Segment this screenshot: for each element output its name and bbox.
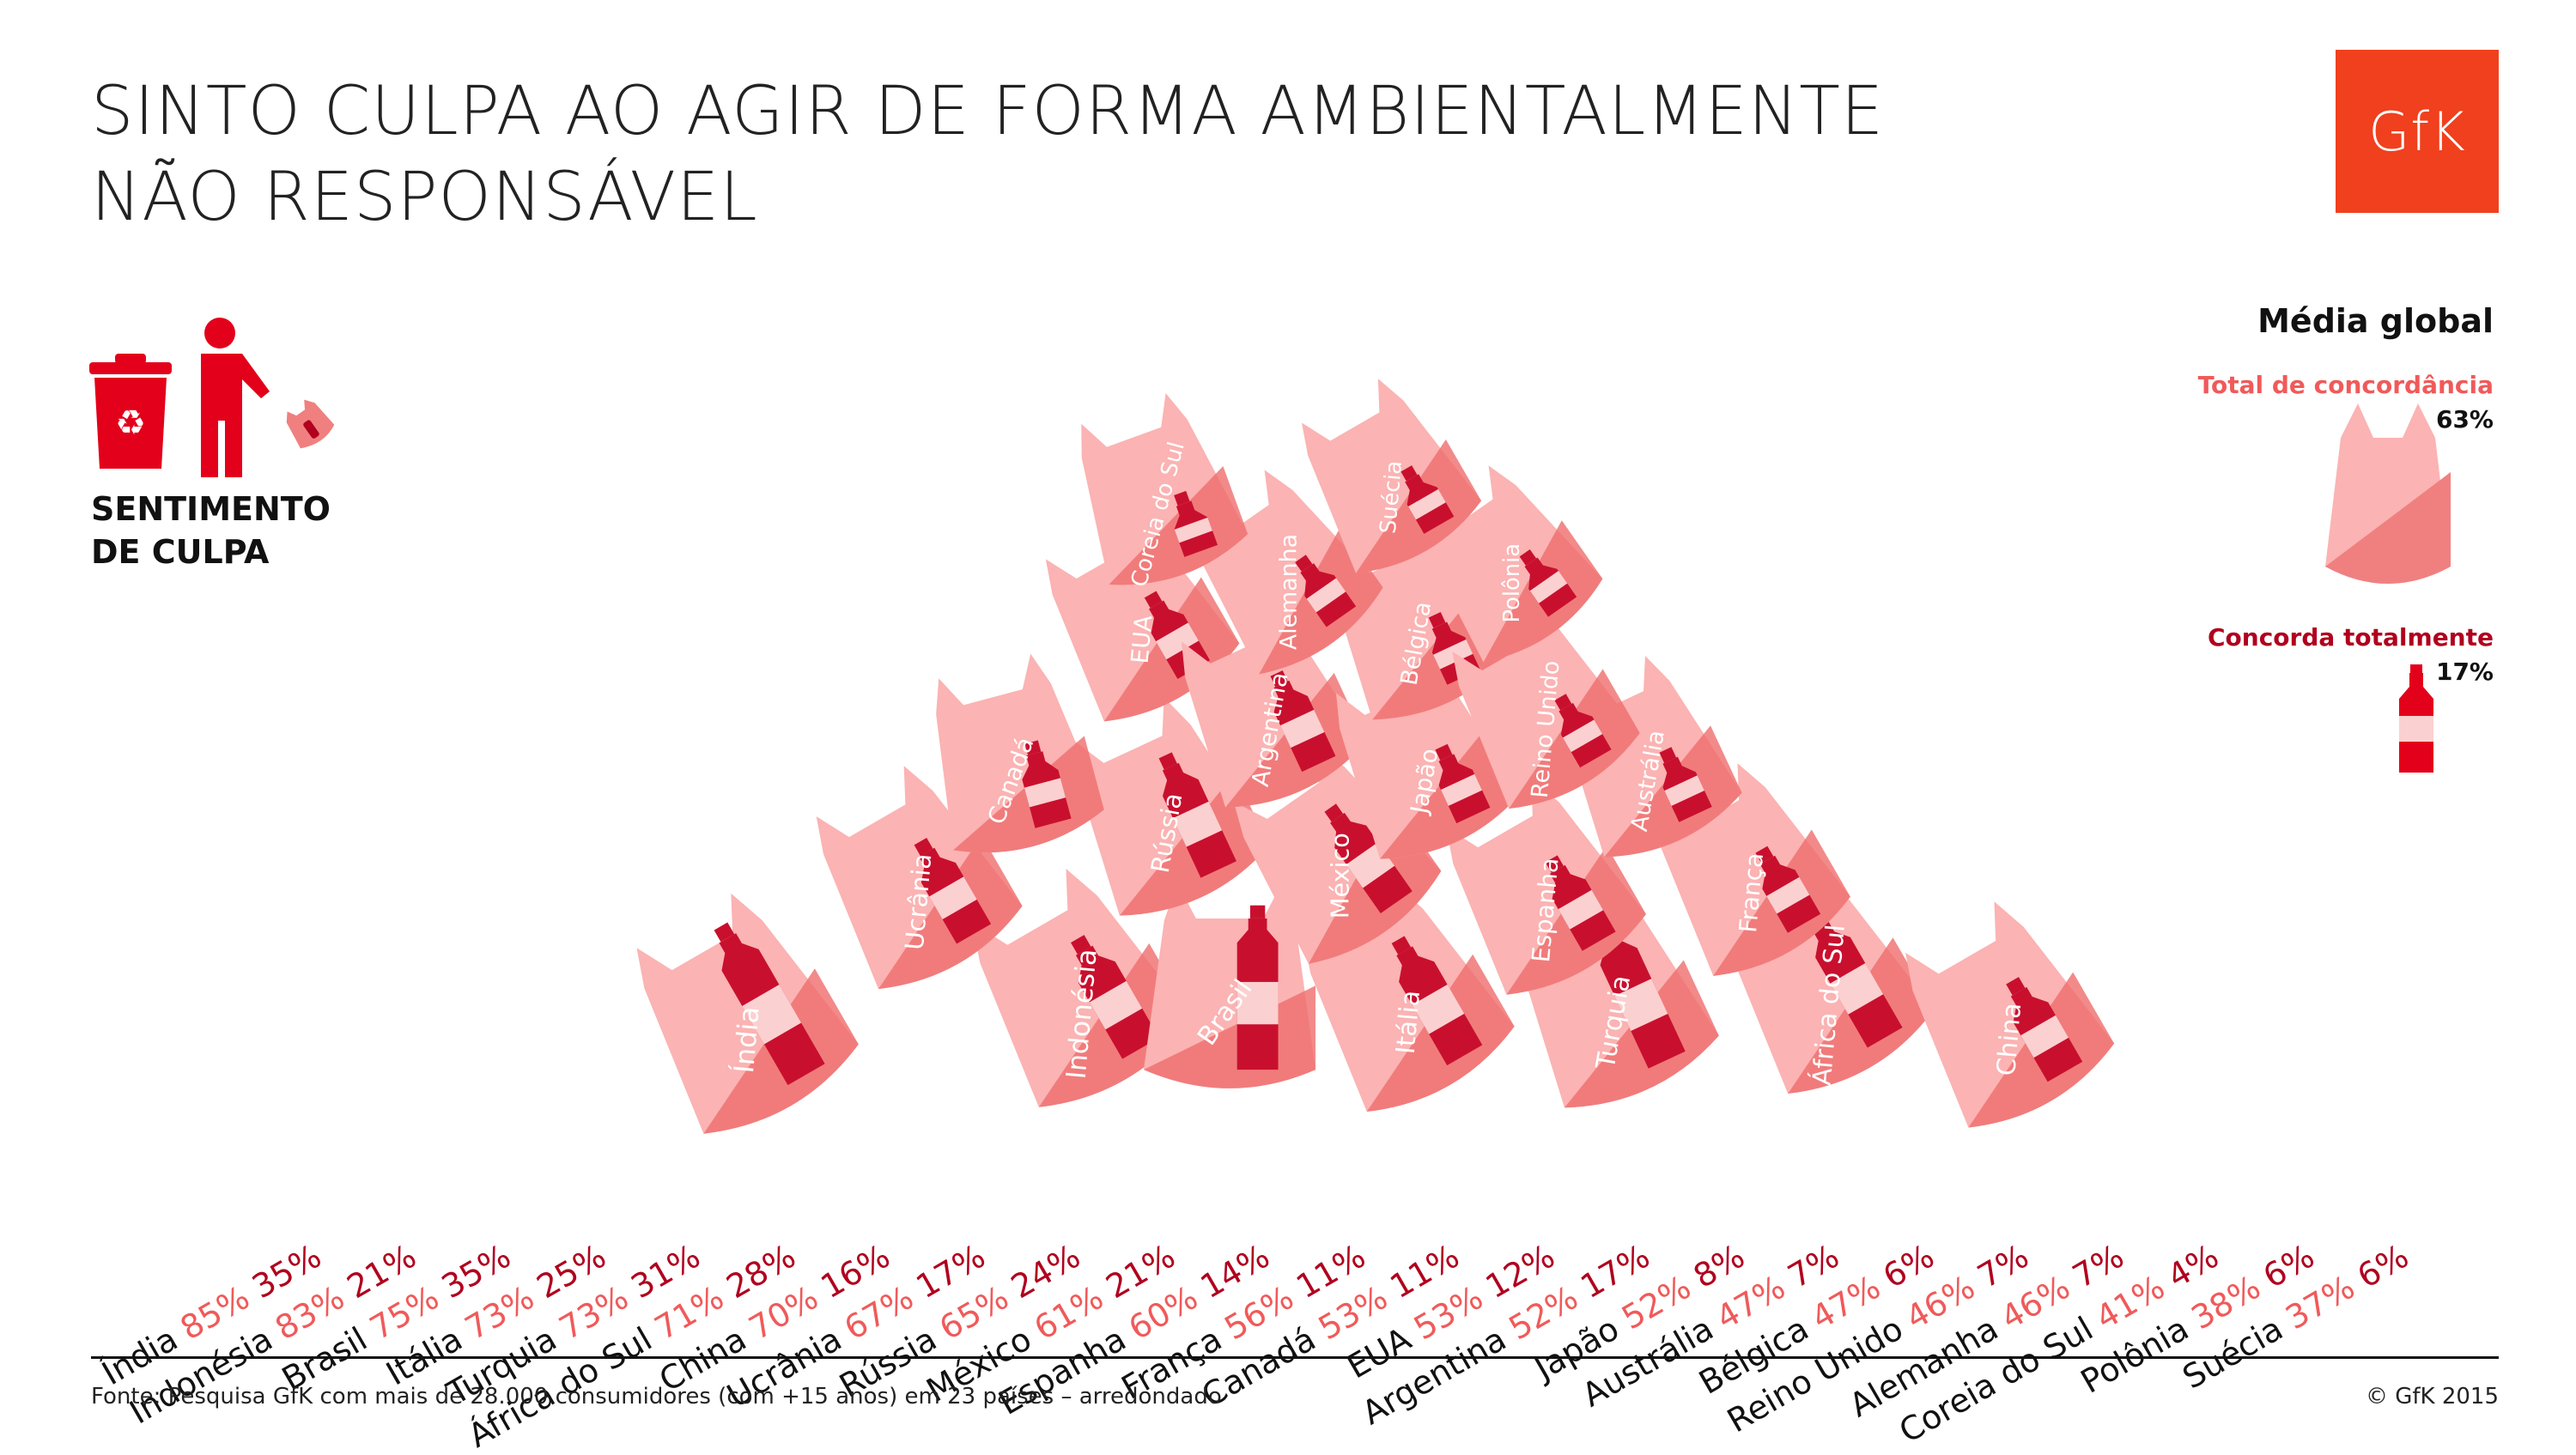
legend-bag-icon	[2325, 403, 2451, 584]
bottle-mark	[1022, 740, 1072, 828]
bag-mark: Ucrânia	[816, 766, 1023, 990]
bag-label: EUA	[1126, 614, 1158, 664]
bottle-mark	[714, 922, 825, 1086]
bottle-mark	[1391, 936, 1483, 1066]
bag-label: França	[1734, 852, 1769, 934]
bottle-mark	[1545, 855, 1616, 951]
bag-mark: Canadá	[936, 653, 1104, 853]
bin-body-icon	[94, 378, 167, 469]
legend-total-label: Total de concordância	[2197, 371, 2494, 399]
title-line-2: NÃO RESPONSÁVEL	[91, 159, 758, 236]
bag-mark: Suécia	[1301, 379, 1482, 573]
legend-full-label: Concorda totalmente	[2207, 623, 2494, 652]
bag-label: Polônia	[1499, 543, 1525, 623]
gfk-logo: GfK	[2336, 50, 2499, 213]
bag-mark: Argentina	[1181, 601, 1367, 808]
bottle-mark	[1158, 752, 1236, 878]
bin-handle-icon	[115, 354, 146, 364]
logo-text: GfK	[2368, 100, 2466, 163]
footer-divider	[91, 1356, 2499, 1359]
guilt-section-label: SENTIMENTO DE CULPA	[91, 488, 331, 573]
source-note: Fonte: Pesquisa GfK com mais de 28.000 c…	[91, 1384, 1222, 1410]
bag-label: México	[1325, 833, 1354, 918]
chart-title: SINTO CULPA AO AGIR DE FORMA AMBIENTALME…	[91, 69, 1884, 240]
recycle-icon: ♻	[115, 403, 146, 443]
bottle-mark	[1071, 935, 1159, 1059]
bag-mark: Espanha	[1446, 778, 1646, 995]
guilt-label-line-1: SENTIMENTO	[91, 490, 331, 528]
bag-label: Índia	[727, 1005, 766, 1075]
bag-label: Alemanha	[1276, 534, 1303, 650]
bottle-mark	[1174, 490, 1218, 557]
bin-lid-icon	[89, 362, 172, 374]
person-head-icon	[204, 318, 235, 349]
legend-full-value: 17%	[2435, 658, 2494, 686]
bottle-mark	[1270, 670, 1336, 773]
legend-bottle-icon	[2399, 664, 2433, 773]
bag-label: Suécia	[1376, 459, 1407, 535]
bag-label: China	[1991, 1002, 2027, 1077]
bottle-mark	[1435, 743, 1491, 824]
bottle-mark	[1755, 846, 1821, 933]
guilt-label-line-2: DE CULPA	[91, 533, 270, 571]
falling-bag-icon	[286, 399, 335, 449]
bottle-mark	[1519, 549, 1577, 617]
bag-mark: Índia	[636, 893, 859, 1134]
legend-title: Média global	[2257, 302, 2494, 340]
bag-mark: Rússia	[1072, 697, 1269, 916]
copyright: © GfK 2015	[2365, 1384, 2499, 1410]
bottle-mark	[2006, 977, 2083, 1082]
bag-mark: Turquia	[1516, 882, 1719, 1108]
legend-title-wrap: Média global	[2257, 302, 2494, 340]
bag-mark: Reino Unido	[1452, 605, 1640, 809]
guilt-pictogram-icon: ♻	[89, 318, 335, 477]
bottle-mark	[914, 837, 992, 944]
bag-mark: Indonésia	[972, 869, 1193, 1107]
bag-mark: França	[1654, 763, 1850, 976]
bag-mark: Brasil	[1143, 882, 1316, 1088]
bottle-mark	[1659, 747, 1712, 822]
bag-mark: China	[1905, 901, 2115, 1128]
bag-mark: Austrália	[1561, 655, 1742, 858]
bag-label: Itália	[1391, 989, 1426, 1055]
person-body-icon	[199, 354, 270, 477]
bag-mark: Coreia do Sul	[1081, 392, 1249, 590]
bottle-mark	[1236, 905, 1279, 1070]
bottle-mark	[1400, 465, 1455, 534]
bottle-mark	[1295, 555, 1357, 627]
bottle-mark	[1554, 694, 1612, 768]
bag-mark: Alemanha	[1188, 470, 1383, 675]
bag-mark: Itália	[1303, 882, 1515, 1112]
bag-mark: Polônia	[1416, 465, 1603, 663]
legend-total-value: 63%	[2435, 405, 2494, 433]
title-line-1: SINTO CULPA AO AGIR DE FORMA AMBIENTALME…	[91, 73, 1885, 150]
bag-mark: Japão	[1335, 652, 1522, 859]
